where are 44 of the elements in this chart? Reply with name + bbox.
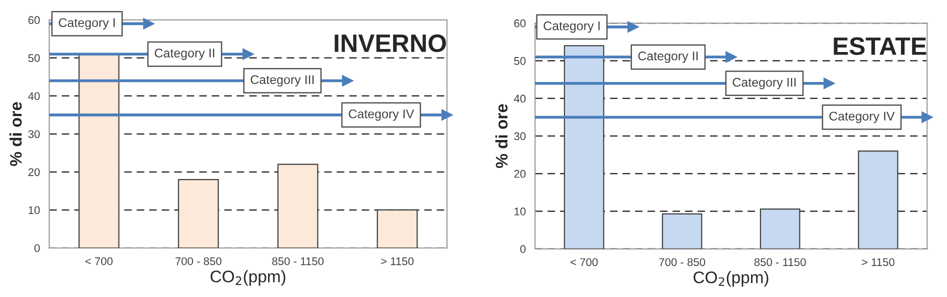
x-tick-label: 850 - 1150 — [272, 257, 324, 266]
y-tick-label: 50 — [28, 54, 40, 62]
ref-line-label: Category I — [58, 18, 115, 30]
y-axis-title: % di ore — [10, 102, 22, 166]
bar — [564, 45, 604, 249]
bar — [662, 213, 702, 249]
y-tick-label: 40 — [28, 92, 40, 100]
chart-title: ESTATE — [834, 37, 926, 56]
chart-title: INVERNO — [334, 34, 446, 52]
ref-line-label: Category II — [154, 48, 214, 60]
y-axis-title: % di ore — [495, 104, 508, 168]
ref-line-label: Category IV — [829, 112, 895, 124]
y-tick-label: 60 — [28, 16, 40, 24]
x-tick-label: 850 - 1150 — [754, 258, 806, 266]
x-axis-title: CO$_{2}$(ppm) — [210, 270, 286, 286]
ref-line-label: Category I — [544, 21, 600, 33]
y-tick-label: 10 — [514, 208, 526, 216]
y-tick-label: 20 — [28, 168, 40, 176]
bar — [78, 54, 120, 248]
x-tick-label: 700 - 850 — [175, 257, 222, 266]
ref-line-label: Category IV — [348, 109, 414, 121]
y-tick-label: 50 — [514, 57, 526, 65]
y-tick-label: 30 — [514, 132, 526, 140]
ref-line-label: Category III — [732, 78, 796, 90]
bar — [760, 208, 800, 249]
x-tick-label: < 700 — [85, 257, 113, 266]
y-tick-label: 30 — [28, 130, 40, 138]
y-tick-label: 0 — [520, 245, 526, 254]
bar — [277, 164, 318, 248]
y-tick-label: 0 — [34, 244, 40, 252]
x-axis-title: CO$_{2}$(ppm) — [694, 271, 768, 287]
x-tick-label: > 1150 — [381, 257, 414, 266]
x-tick-label: > 1150 — [862, 258, 894, 266]
x-tick-label: < 700 — [570, 258, 598, 266]
ref-line-label: Category II — [638, 52, 698, 63]
x-tick-label: 700 - 850 — [659, 258, 706, 266]
bar — [376, 209, 418, 248]
bar — [178, 179, 219, 248]
y-tick-label: 60 — [514, 19, 526, 28]
y-tick-label: 10 — [28, 206, 40, 214]
ref-line-label: Category III — [250, 75, 314, 87]
y-tick-label: 20 — [514, 170, 526, 178]
y-tick-label: 40 — [514, 94, 526, 103]
bar — [858, 150, 898, 249]
